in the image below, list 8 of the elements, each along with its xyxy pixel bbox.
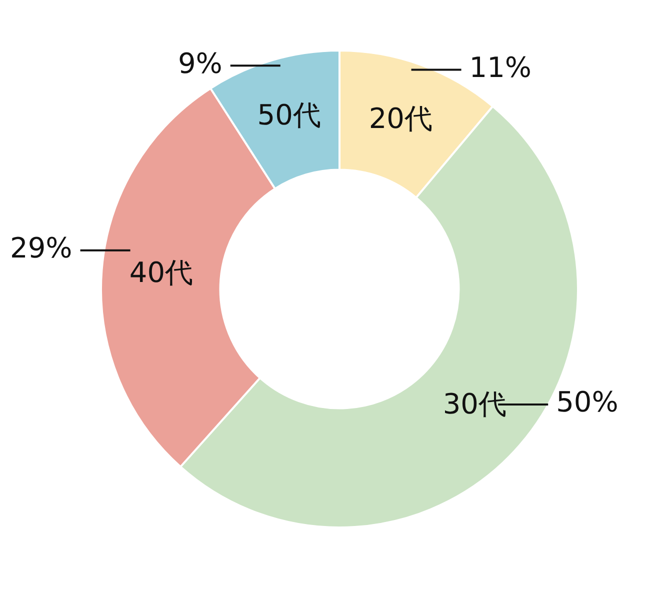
data-label: 11% <box>469 51 532 84</box>
slice-label: 30代 <box>442 387 507 420</box>
data-label: 9% <box>178 46 222 80</box>
slice-label: 50代 <box>257 98 321 132</box>
slice-label: 20代 <box>368 102 432 136</box>
data-label: 50% <box>556 386 618 419</box>
slice-label: 40代 <box>129 256 194 290</box>
data-label: 29% <box>10 232 72 265</box>
